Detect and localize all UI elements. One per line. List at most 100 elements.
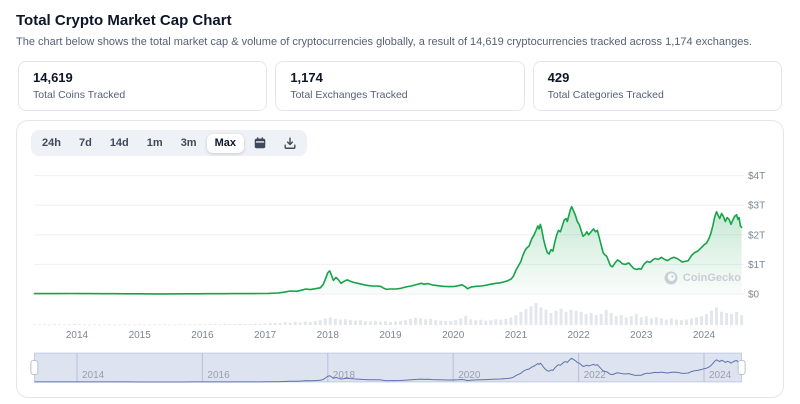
market-cap-chart[interactable]: $0 $1T $2T $3T $4T 2014 2015 2016 2017 2018 2019 20… bbox=[17, 157, 781, 395]
navigator-label-2024: 2024 bbox=[709, 370, 732, 381]
exchanges-tracked-value: 1,174 bbox=[290, 70, 323, 85]
range-button-14d[interactable]: 14d bbox=[102, 134, 137, 153]
navigator-label-2016: 2016 bbox=[207, 370, 230, 381]
market-cap-line bbox=[33, 205, 743, 295]
calendar-icon bbox=[253, 136, 267, 150]
volume-bar bbox=[720, 311, 724, 325]
x-axis-label-2020: 2020 bbox=[442, 330, 465, 341]
volume-bar bbox=[72, 323, 76, 325]
volume-bar bbox=[549, 312, 553, 325]
x-axis-label-2019: 2019 bbox=[379, 330, 402, 341]
navigator-label-2014: 2014 bbox=[82, 370, 105, 381]
volume-bar bbox=[499, 319, 503, 325]
volume-bar bbox=[37, 324, 41, 326]
volume-bar bbox=[689, 318, 693, 325]
volume-bar bbox=[409, 318, 413, 325]
volume-bar bbox=[740, 315, 744, 325]
volume-bar bbox=[368, 321, 372, 325]
volume-bar bbox=[694, 317, 698, 325]
volume-bar bbox=[333, 318, 337, 325]
volume-bar bbox=[103, 324, 107, 326]
volume-bar bbox=[399, 321, 403, 325]
volume-bar bbox=[639, 317, 643, 325]
volume-bar bbox=[519, 311, 523, 325]
volume-bar bbox=[208, 324, 212, 325]
volume-bar bbox=[148, 324, 152, 326]
navigator-selected-range[interactable] bbox=[33, 352, 742, 383]
volume-bar bbox=[303, 321, 307, 325]
volume-bar bbox=[268, 323, 272, 325]
volume-bar bbox=[669, 318, 673, 325]
volume-bar bbox=[579, 311, 583, 325]
calendar-button[interactable] bbox=[246, 133, 274, 153]
volume-bar bbox=[439, 320, 443, 325]
volume-bar bbox=[153, 324, 157, 326]
volume-bar bbox=[489, 320, 493, 325]
volume-bar bbox=[93, 324, 97, 326]
volume-bar bbox=[544, 309, 548, 325]
exchanges-tracked-label: Total Exchanges Tracked bbox=[290, 89, 408, 101]
volume-bar bbox=[539, 307, 543, 325]
volume-bar bbox=[238, 323, 242, 325]
volume-bar bbox=[649, 318, 653, 325]
volume-bar bbox=[143, 324, 147, 326]
volume-bar bbox=[178, 324, 182, 326]
x-axis-label-2022: 2022 bbox=[567, 330, 590, 341]
volume-bar bbox=[168, 324, 172, 326]
volume-bar bbox=[574, 310, 578, 325]
volume-bar bbox=[83, 324, 87, 326]
volume-bar bbox=[338, 319, 342, 325]
stat-card-exchanges: 1,174 Total Exchanges Tracked bbox=[275, 61, 525, 111]
volume-bar bbox=[559, 308, 563, 325]
volume-bar bbox=[509, 317, 513, 325]
range-button-1m[interactable]: 1m bbox=[139, 134, 171, 153]
volume-bar bbox=[684, 319, 688, 325]
volume-bar bbox=[674, 319, 678, 325]
volume-bar bbox=[454, 320, 458, 325]
volume-bar bbox=[373, 321, 377, 325]
navigator-handle-right[interactable] bbox=[737, 360, 746, 375]
volume-bar bbox=[323, 318, 327, 325]
range-button-24h[interactable]: 24h bbox=[34, 134, 69, 153]
volume-bar bbox=[57, 324, 61, 326]
volume-bar bbox=[654, 317, 658, 325]
volume-bar bbox=[353, 320, 357, 325]
volume-bar bbox=[604, 309, 608, 325]
range-button-max[interactable]: Max bbox=[206, 133, 244, 153]
download-button[interactable] bbox=[276, 133, 304, 153]
volume-bar bbox=[32, 324, 36, 326]
volume-bar bbox=[138, 324, 142, 326]
volume-bar bbox=[163, 324, 167, 326]
volume-bar bbox=[343, 319, 347, 325]
volume-bar bbox=[128, 324, 132, 326]
volume-bar bbox=[504, 318, 508, 325]
volume-bar bbox=[459, 318, 463, 325]
range-button-7d[interactable]: 7d bbox=[71, 134, 100, 153]
y-axis-label-$0: $0 bbox=[748, 290, 760, 301]
chart-card: 24h 7d 14d 1m 3m Max $0 $1T $2T $3T $4T 2014 2… bbox=[16, 120, 784, 398]
volume-bar bbox=[278, 323, 282, 325]
volume-bar bbox=[108, 324, 112, 326]
navigator-handle-left[interactable] bbox=[30, 360, 39, 375]
range-button-3m[interactable]: 3m bbox=[173, 134, 205, 153]
volume-bar bbox=[424, 319, 428, 325]
volume-bar bbox=[313, 321, 317, 325]
volume-bar bbox=[308, 321, 312, 325]
volume-bar bbox=[664, 319, 668, 325]
volume-bar bbox=[444, 321, 448, 325]
volume-bar bbox=[414, 317, 418, 325]
coins-tracked-label: Total Coins Tracked bbox=[33, 89, 126, 101]
volume-bar bbox=[233, 324, 237, 325]
volume-bar bbox=[529, 306, 533, 325]
volume-bar bbox=[589, 312, 593, 325]
volume-bar bbox=[494, 319, 498, 325]
volume-bar bbox=[464, 315, 468, 325]
categories-tracked-label: Total Categories Tracked bbox=[547, 89, 664, 101]
time-range-toolbar: 24h 7d 14d 1m 3m Max bbox=[31, 130, 307, 156]
volume-bar bbox=[419, 318, 423, 325]
volume-bar bbox=[564, 311, 568, 325]
navigator-label-2018: 2018 bbox=[333, 370, 356, 381]
volume-bar bbox=[123, 324, 127, 326]
volume-bar bbox=[383, 321, 387, 325]
